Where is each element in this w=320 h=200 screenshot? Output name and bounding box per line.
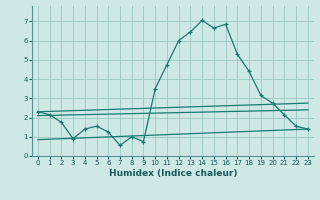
X-axis label: Humidex (Indice chaleur): Humidex (Indice chaleur) — [108, 169, 237, 178]
